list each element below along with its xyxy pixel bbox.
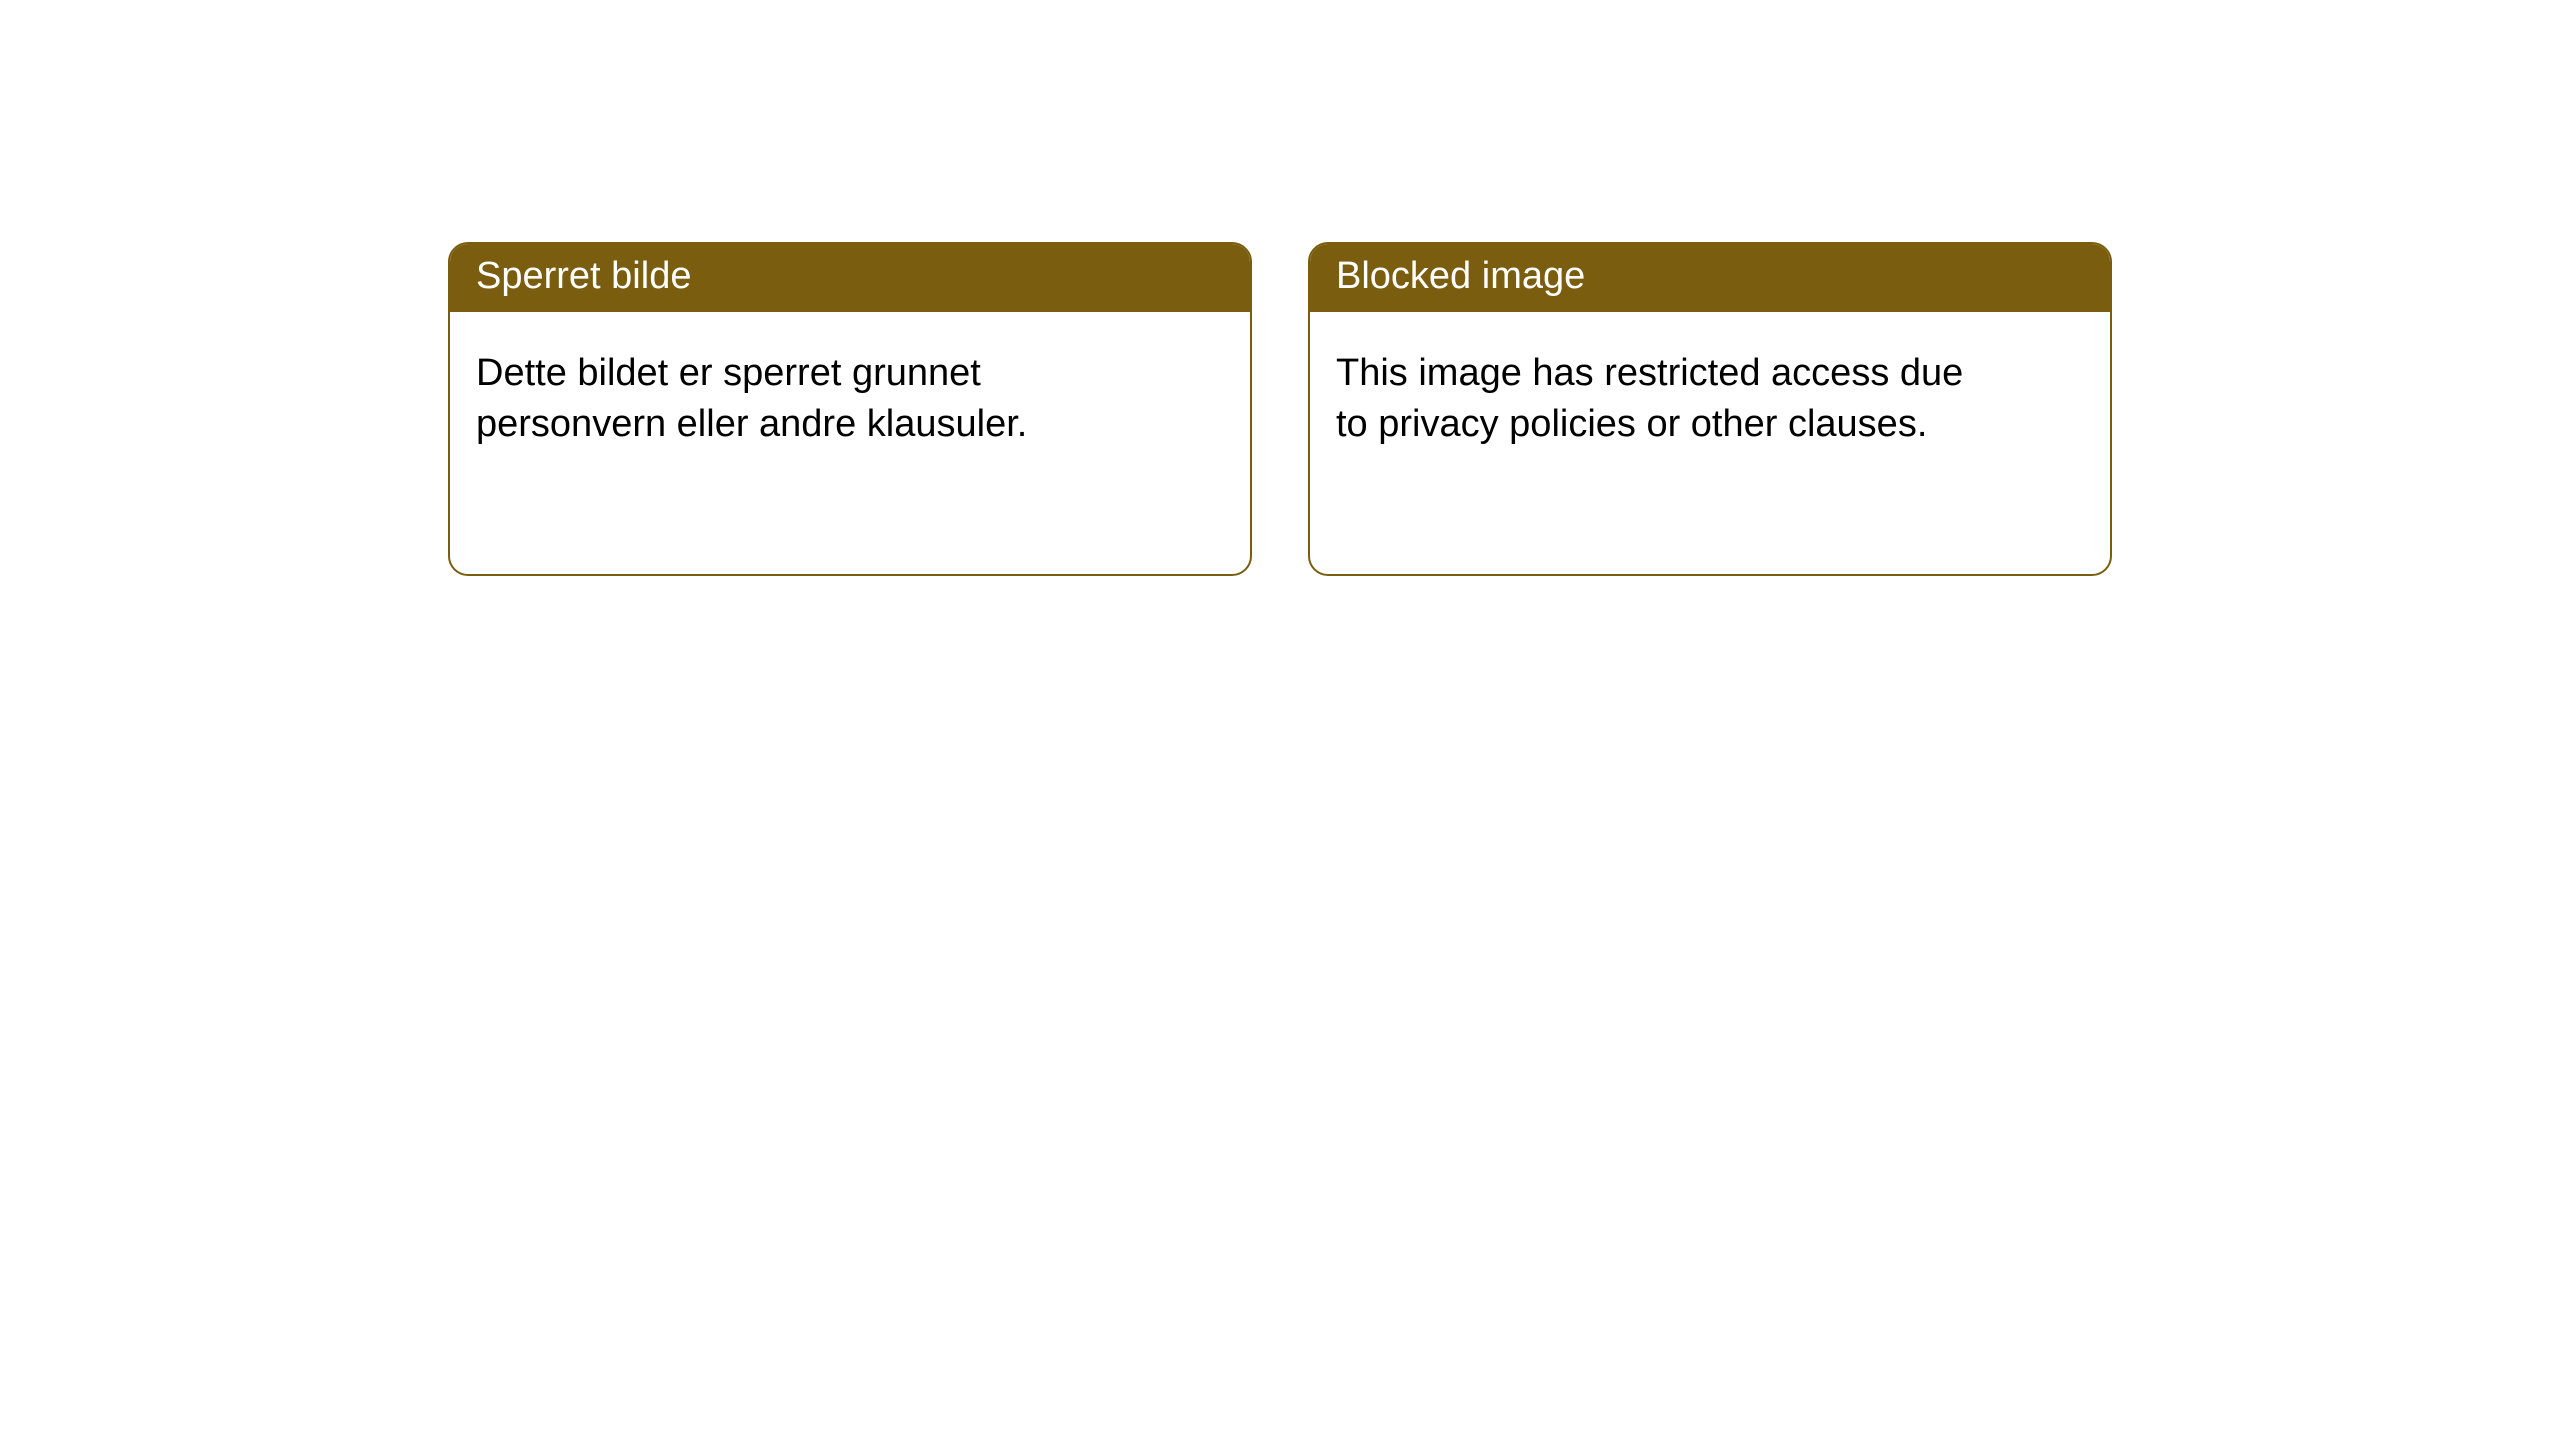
notice-card-english: Blocked image This image has restricted … <box>1308 242 2112 576</box>
notice-body-norwegian: Dette bildet er sperret grunnet personve… <box>450 312 1130 477</box>
notice-container: Sperret bilde Dette bildet er sperret gr… <box>0 0 2560 576</box>
notice-body-english: This image has restricted access due to … <box>1310 312 1990 477</box>
notice-card-norwegian: Sperret bilde Dette bildet er sperret gr… <box>448 242 1252 576</box>
notice-title-norwegian: Sperret bilde <box>450 244 1250 312</box>
notice-title-english: Blocked image <box>1310 244 2110 312</box>
